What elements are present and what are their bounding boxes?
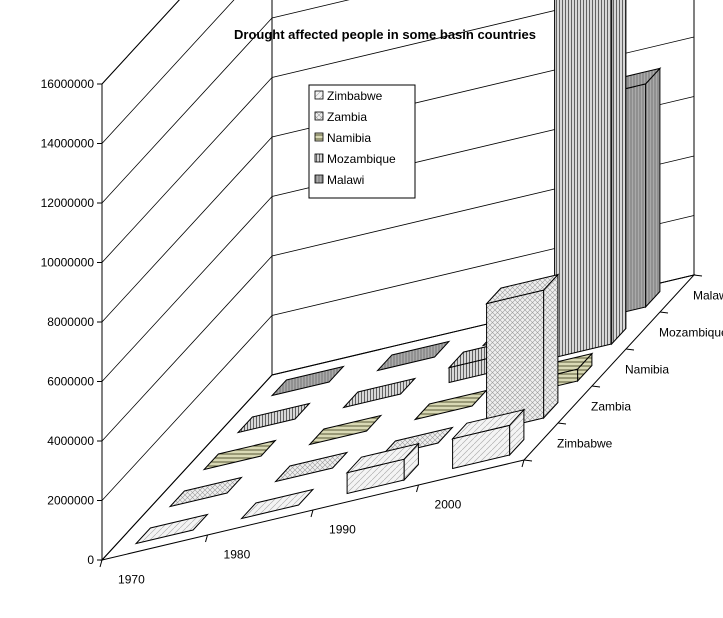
bar-malawi-1980: [376, 340, 451, 372]
legend-swatch-namibia: [314, 132, 324, 142]
bar-top: [236, 402, 311, 434]
depth-tick-label: Zambia: [591, 400, 631, 414]
gridline: [101, 0, 235, 144]
y-tick-label: 8000000: [47, 315, 94, 329]
depth-tick-label: Zimbabwe: [557, 437, 613, 451]
depth-tick-label: Malawi: [693, 289, 723, 303]
bar-top: [345, 442, 420, 474]
bar-namibia-1970: [202, 439, 277, 471]
legend-swatch-malawi: [314, 174, 324, 184]
x-tick: [310, 509, 314, 518]
depth-tick: [557, 422, 567, 425]
bar-top: [168, 476, 243, 508]
bar-namibia-1980: [308, 414, 383, 446]
y-tick-label: 12000000: [41, 196, 95, 210]
bar-top: [270, 365, 345, 397]
y-tick-label: 0: [87, 553, 94, 567]
x-tick-label: 1970: [118, 573, 145, 587]
legend-swatch-mozambique: [314, 153, 324, 163]
bar-top: [451, 408, 526, 440]
y-tick-label: 16000000: [41, 77, 95, 91]
bar-front: [486, 289, 545, 433]
bar-top: [376, 340, 451, 372]
y-tick-label: 4000000: [47, 434, 94, 448]
bars: [134, 0, 662, 545]
bar-top: [274, 451, 349, 483]
bar-namibia-1990: [413, 389, 488, 421]
depth-tick: [625, 348, 635, 351]
bar-side: [543, 273, 559, 420]
legend-label-zambia: Zambia: [327, 110, 367, 124]
x-tick: [416, 484, 419, 493]
x-tick-label: 2000: [435, 498, 462, 512]
gridline: [101, 0, 180, 85]
bar-side: [645, 67, 661, 309]
y-tick-label: 10000000: [41, 256, 95, 270]
bar-zambia-2000: [485, 273, 560, 433]
x-tick-label: 1990: [329, 523, 356, 537]
bar-mozambique-1980: [342, 377, 417, 409]
legend-swatch-zambia: [314, 111, 324, 121]
depth-tick: [659, 311, 669, 314]
bar-front: [554, 0, 613, 359]
bar-zimbabwe-1990: [345, 442, 420, 495]
legend-box: [308, 84, 416, 199]
x-tick: [205, 534, 208, 543]
bar-zimbabwe-1980: [240, 488, 315, 520]
bar-top: [413, 389, 488, 421]
gridline: [101, 215, 695, 501]
bar-mozambique-2000: [554, 0, 627, 359]
bar-top: [240, 488, 315, 520]
bar-top: [308, 414, 383, 446]
y-tick-label: 6000000: [47, 375, 94, 389]
x-tick-label: 1980: [224, 548, 251, 562]
bar-top: [485, 273, 560, 305]
side-wall: [101, 0, 273, 562]
legend-label-mozambique: Mozambique: [327, 152, 396, 166]
gridline: [101, 155, 695, 442]
legend-swatch-zimbabwe: [314, 90, 324, 100]
gridline: [101, 96, 695, 382]
bar-top: [134, 513, 209, 545]
x-axis: 1970 1980 1990 2000: [99, 459, 525, 587]
depth-tick-label: Mozambique: [659, 326, 723, 340]
depth-axis: Zimbabwe Zambia Namibia Mozambique Malawi: [523, 274, 723, 462]
bar-zambia-1970: [168, 476, 243, 508]
legend: Zimbabwe Zambia Namibia Mozambique Malawi: [308, 84, 416, 199]
y-tick-label: 2000000: [47, 494, 94, 508]
depth-tick: [591, 385, 601, 388]
y-axis: 0 2000000 4000000 6000000 8000000 10000000 120…: [41, 77, 102, 567]
bar-top: [342, 377, 417, 409]
depth-tick: [693, 274, 703, 277]
gridline: [101, 0, 601, 263]
bar-top: [202, 439, 277, 471]
bar-mozambique-1970: [236, 402, 311, 434]
x-tick: [521, 459, 525, 468]
x-tick: [99, 559, 103, 568]
depth-tick: [523, 459, 533, 462]
depth-tick-label: Namibia: [625, 363, 669, 377]
chart-frame: [100, 0, 696, 562]
bar-side: [611, 0, 627, 346]
bar-zimbabwe-1970: [134, 513, 209, 545]
legend-label-malawi: Malawi: [327, 173, 364, 187]
legend-label-zimbabwe: Zimbabwe: [327, 89, 383, 103]
bar-zimbabwe-2000: [451, 408, 526, 470]
legend-label-namibia: Namibia: [327, 131, 371, 145]
bar-malawi-1970: [270, 365, 345, 397]
y-tick-label: 14000000: [41, 137, 95, 151]
gridline: [101, 0, 350, 204]
chart-title: Drought affected people in some basin co…: [234, 27, 536, 42]
bar-zambia-1980: [274, 451, 349, 483]
gridline: [101, 36, 695, 323]
